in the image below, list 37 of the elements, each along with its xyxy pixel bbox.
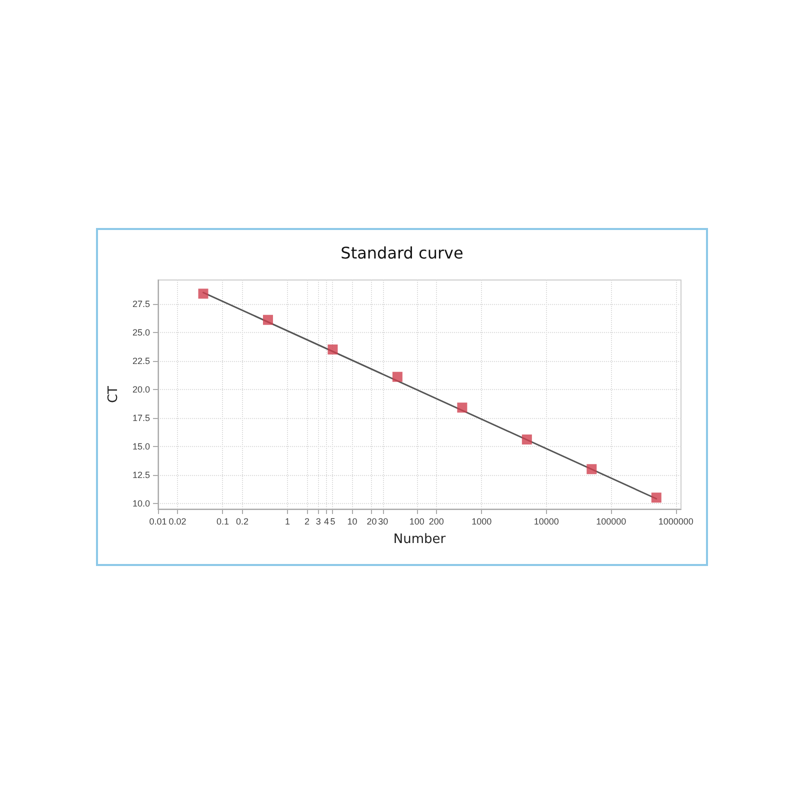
y-axis-title: CT	[106, 386, 121, 404]
x-tick-label: 0.2	[236, 516, 248, 526]
x-tick-label: 1000	[472, 516, 492, 526]
x-tick-label: 100000	[596, 516, 626, 526]
x-tick-label: 3	[316, 516, 321, 526]
y-tick-label: 20.0	[132, 384, 150, 394]
y-tick-label: 10.0	[132, 498, 150, 508]
x-tick-label: 10	[347, 516, 358, 526]
y-tick-label: 15.0	[132, 441, 150, 452]
point	[198, 288, 208, 299]
y-tick-label: 17.5	[132, 412, 150, 423]
point	[651, 492, 662, 503]
x-tick-label: 200	[428, 516, 444, 526]
x-tick-label: 0.1	[216, 516, 229, 526]
x-tick-label: 20	[366, 516, 377, 526]
y-tick-label: 12.5	[132, 470, 150, 480]
point	[586, 464, 597, 474]
x-tick-label: 0.01	[149, 516, 167, 526]
x-axis-title: Number	[393, 532, 446, 547]
x-tick-label: 5	[330, 516, 336, 526]
x-tick-label: 30	[378, 516, 388, 526]
x-tick-label: 10000	[534, 516, 559, 526]
point	[522, 434, 532, 445]
chart-title: Standard curve	[340, 244, 464, 262]
x-tick-label: 100	[409, 516, 424, 526]
x-tick-label: 2	[304, 516, 310, 526]
point	[328, 344, 338, 354]
x-tick-label: 1000000	[658, 516, 694, 526]
y-tick-label: 25.0	[132, 327, 150, 338]
point	[457, 402, 468, 413]
point	[262, 314, 273, 325]
y-tick-label: 27.5	[132, 298, 150, 309]
point	[392, 372, 402, 382]
x-tick-label: 0.02	[168, 516, 186, 526]
y-tick-label: 22.5	[132, 356, 150, 366]
x-tick-label: 1	[284, 516, 290, 526]
x-tick-label: 4	[324, 516, 329, 526]
